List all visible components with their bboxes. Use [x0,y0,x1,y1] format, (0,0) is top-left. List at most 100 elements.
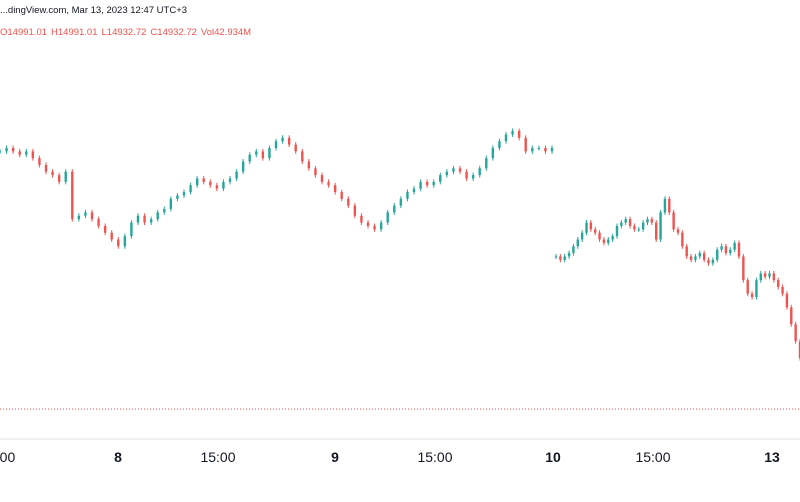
candle-body [524,137,527,152]
candle-body [169,198,173,209]
candle-body [633,225,636,230]
candle-body [702,253,706,260]
candle-body [77,215,81,220]
candle-body [611,236,614,240]
time-tick-label: 15:00 [635,449,670,465]
time-tick-label: 10 [545,449,561,465]
candle-body [698,253,701,257]
candle-body [563,256,566,260]
candle-body [517,131,521,138]
time-tick-label: 15:00 [200,449,235,465]
candle-body [347,198,350,206]
candle-body [655,222,658,240]
candle-body [209,181,212,186]
ohlc-open: O14991.01 [0,27,48,38]
candle-body [143,215,146,223]
candle-body [406,192,409,199]
candle-body [294,144,297,152]
candle-body [353,205,357,216]
candle-body [163,208,166,213]
candle-body [307,161,311,169]
candle-series [0,128,800,361]
time-axis[interactable]: ...00 8 15:00 9 15:00 10 15:00 13 [0,449,780,465]
candle-body [672,212,675,230]
candle-body [471,175,475,179]
candle-body [458,168,462,172]
candle-body [84,212,87,216]
ohlc-readout: O14991.01 H14991.01 L14932.72 C14932.72 Vol4… [0,27,251,39]
candle-body [333,185,337,193]
time-tick-label: 8 [114,449,122,465]
candle-body [637,229,640,231]
time-tick-label: 15:00 [417,449,452,465]
candle-body [156,212,159,220]
candle-body [64,171,67,182]
candle-body [772,273,776,281]
candle-body [504,134,508,142]
candle-body [689,256,693,260]
candle-body [412,188,416,193]
ohlc-volume: Vol42.934M [200,27,252,38]
candle-body [580,232,584,240]
candle-body [755,280,758,298]
candle-body [44,164,48,172]
candle-body [759,273,762,281]
candle-body [117,239,120,247]
candle-body [97,219,100,226]
candle-body [750,293,754,298]
candle-body [189,185,192,193]
candle-body [379,222,383,230]
candle-body [327,181,330,186]
candle-body [241,161,245,172]
ohlc-high: H14991.01 [51,27,98,38]
candle-body [320,175,324,182]
ohlc-close: C14932.72 [150,27,197,38]
candle-body [567,253,571,257]
candle-body [90,212,94,220]
candle-body [366,222,370,226]
candle-body [452,168,455,172]
candle-body [607,239,610,243]
candle-body [694,256,697,260]
candle-body [746,280,749,294]
candle-body [602,239,606,243]
candle-body [676,229,680,233]
candle-body [445,171,449,176]
candle-body [399,198,403,206]
candle-body [615,225,619,237]
candle-body [373,225,376,230]
candle-body [130,222,133,237]
candle-body [554,256,558,258]
candle-body [624,219,627,223]
candle-body [25,151,28,155]
candle-body [498,141,501,148]
candle-body [777,280,780,287]
candle-body [287,137,291,145]
candle-body [594,229,597,233]
candle-body [550,147,554,152]
candle-body [598,232,601,240]
candle-body [681,232,684,247]
candle-body [31,151,35,159]
candle-body [794,324,797,342]
candle-body [419,181,422,189]
candle-body [711,259,715,264]
candle-body [18,151,21,155]
candle-body [5,147,8,152]
candle-body [763,273,767,277]
candle-body [103,225,107,233]
candle-body [478,168,481,176]
candle-body [544,147,547,152]
candle-body [585,222,588,233]
candle-body [248,154,251,162]
candle-body [38,158,41,165]
candle-body [724,246,728,254]
candle-body [71,171,74,220]
candle-body [176,195,179,199]
candle-body [215,185,219,189]
candle-body [781,286,784,294]
candle-body [742,256,745,281]
time-tick-label: 9 [331,449,339,465]
